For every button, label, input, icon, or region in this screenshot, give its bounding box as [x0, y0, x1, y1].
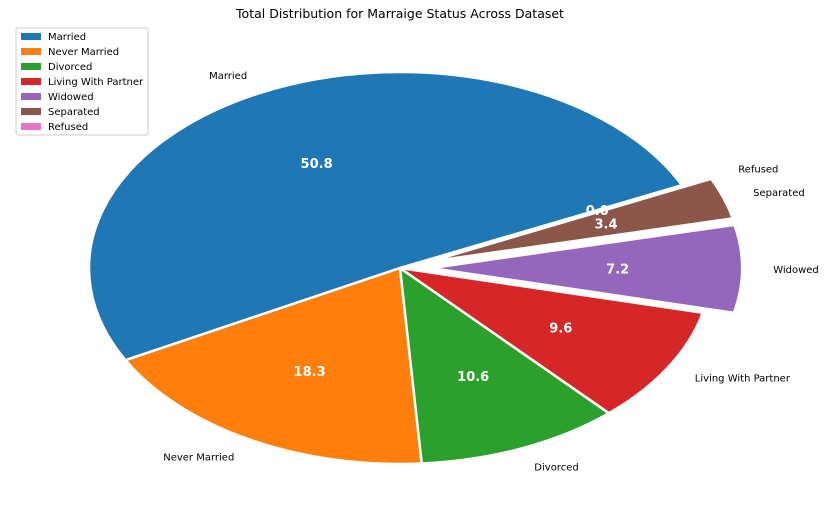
pie-slices — [87, 70, 744, 466]
legend-frame — [15, 27, 149, 136]
legend-label-never-married: Never Married — [48, 47, 119, 58]
legend: Married Never Married Divorced Living With … — [15, 27, 149, 136]
pie-slice-never-married — [124, 266, 423, 466]
pie-category-labels: Married Never Married Divorced Living With … — [163, 71, 819, 473]
legend-swatch-refused — [21, 123, 41, 130]
pie-value-label-married: 50.8 — [301, 157, 333, 172]
pie-slice-married — [87, 70, 684, 362]
pie-category-label-never-married: Never Married — [163, 453, 234, 464]
pie-slice-divorced — [398, 266, 611, 465]
legend-label-widowed: Widowed — [48, 92, 94, 103]
legend-label-refused: Refused — [48, 122, 88, 133]
pie-value-label-widowed: 7.2 — [606, 263, 629, 278]
pie-category-label-widowed: Widowed — [773, 265, 819, 276]
pie-value-label-separated: 3.4 — [594, 218, 617, 233]
pie-value-label-living-with-partner: 9.6 — [549, 322, 572, 337]
pie-percent-labels: 50.8 18.3 10.6 9.6 7.2 3.40.0 — [294, 157, 630, 385]
pie-value-label-never-married: 18.3 — [294, 365, 326, 380]
pie-category-label-separated: Separated — [753, 188, 805, 199]
legend-swatch-separated — [21, 108, 41, 115]
pie-value-label-refused: 0.0 — [586, 204, 609, 219]
pie-value-label-divorced: 10.6 — [457, 370, 489, 385]
legend-swatch-widowed — [21, 93, 41, 100]
legend-swatch-never-married — [21, 48, 41, 55]
pie-slice-separated — [428, 177, 735, 263]
pie-category-label-living-with-partner: Living With Partner — [695, 373, 791, 384]
pie-category-label-divorced: Divorced — [534, 462, 578, 473]
legend-swatch-married — [21, 33, 41, 40]
pie-slice-widowed — [429, 223, 744, 315]
legend-label-living-with-partner: Living With Partner — [48, 77, 144, 88]
pie-category-label-refused: Refused — [738, 165, 778, 176]
pie-slice-living-with-partner — [398, 266, 705, 415]
legend-label-divorced: Divorced — [48, 62, 92, 73]
legend-label-separated: Separated — [48, 107, 100, 118]
legend-swatch-divorced — [21, 63, 41, 70]
pie-category-label-married: Married — [209, 71, 247, 82]
chart-title: Total Distribution for Marraige Status A… — [235, 6, 564, 21]
legend-swatch-living-with-partner — [21, 78, 41, 85]
legend-label-married: Married — [48, 32, 86, 43]
